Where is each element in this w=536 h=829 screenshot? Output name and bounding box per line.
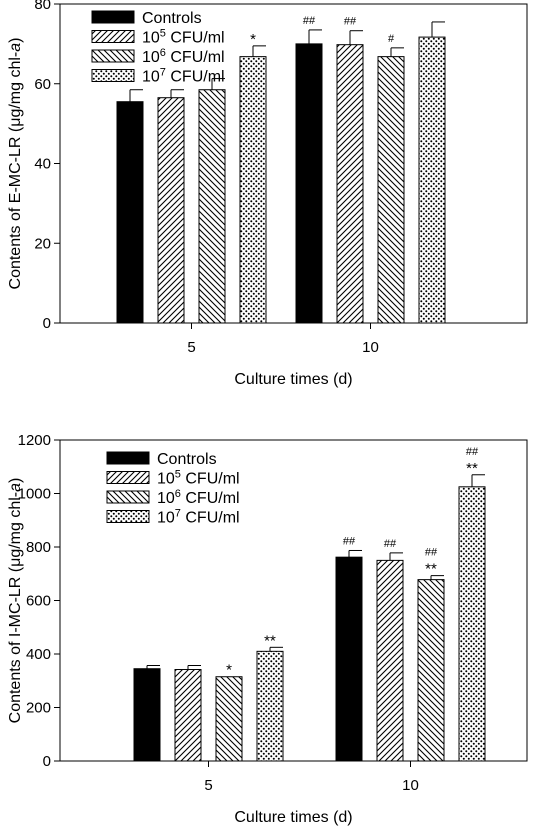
x-tick-label: 10 bbox=[362, 339, 379, 356]
legend-label: 106 CFU/ml bbox=[142, 47, 225, 66]
y-tick-label: 40 bbox=[34, 156, 51, 173]
legend-swatch bbox=[106, 490, 150, 504]
significance-label: ## bbox=[344, 16, 357, 28]
significance-label: * bbox=[226, 662, 232, 679]
significance-label: ## bbox=[343, 535, 356, 547]
bar bbox=[239, 56, 267, 324]
legend-swatch bbox=[106, 510, 150, 523]
x-tick-label: 10 bbox=[402, 777, 419, 794]
y-tick-label: 80 bbox=[34, 0, 51, 13]
legend-label: Controls bbox=[142, 10, 202, 27]
y-tick-label: 400 bbox=[26, 646, 51, 663]
significance-label: ## bbox=[425, 547, 438, 559]
significance-label: # bbox=[388, 33, 395, 45]
bar bbox=[295, 43, 323, 324]
legend-swatch bbox=[106, 451, 150, 465]
legend-swatch bbox=[106, 471, 150, 484]
y-tick-label: 1200 bbox=[18, 432, 51, 449]
x-tick-label: 5 bbox=[187, 339, 195, 356]
legend-label: Controls bbox=[157, 451, 217, 468]
x-axis-label: Culture times (d) bbox=[234, 371, 352, 388]
legend-swatch bbox=[91, 69, 135, 82]
y-axis-label: Contents of I-MC-LR (μg/mg chl-a) bbox=[7, 478, 24, 724]
bar bbox=[376, 559, 404, 762]
y-tick-label: 60 bbox=[34, 76, 51, 93]
y-tick-label: 0 bbox=[43, 753, 51, 770]
bar bbox=[417, 579, 445, 762]
significance-label: ## bbox=[384, 538, 397, 550]
significance-label: * bbox=[250, 31, 256, 48]
legend-label: 105 CFU/ml bbox=[142, 28, 225, 47]
significance-label: ** bbox=[425, 561, 437, 578]
y-axis-label: Contents of E-MC-LR (μg/mg chl-a) bbox=[7, 38, 24, 290]
bar bbox=[418, 36, 446, 324]
legend-label: 106 CFU/ml bbox=[157, 488, 240, 507]
bar bbox=[116, 101, 144, 324]
y-tick-label: 200 bbox=[26, 700, 51, 717]
bar bbox=[458, 486, 486, 762]
bar bbox=[198, 89, 226, 324]
bar bbox=[336, 44, 364, 324]
y-tick-label: 600 bbox=[26, 593, 51, 610]
chart-i-mc-lr: 0 200 400 600 800 1000 1200 5 10 ## ## * ## ** ** ## ** C… bbox=[7, 432, 528, 826]
legend-label: 107 CFU/ml bbox=[142, 67, 225, 86]
bar bbox=[215, 676, 243, 762]
x-axis-label: Culture times (d) bbox=[234, 809, 352, 826]
plot-frame bbox=[59, 439, 528, 762]
bar bbox=[377, 56, 405, 324]
bar bbox=[157, 97, 185, 324]
significance-label: ** bbox=[264, 632, 276, 649]
bar bbox=[256, 650, 284, 762]
significance-label: ## bbox=[303, 15, 316, 27]
bar bbox=[335, 556, 363, 762]
y-tick-label: 0 bbox=[43, 315, 51, 332]
legend-label: 105 CFU/ml bbox=[157, 469, 240, 488]
significance-label: ## bbox=[466, 446, 479, 458]
y-tick-label: 800 bbox=[26, 539, 51, 556]
y-tick-label: 20 bbox=[34, 235, 51, 252]
legend-swatch bbox=[91, 30, 135, 43]
x-tick-label: 5 bbox=[204, 777, 212, 794]
legend-swatch bbox=[91, 10, 135, 24]
bar bbox=[174, 669, 202, 762]
legend-swatch bbox=[91, 49, 135, 63]
significance-label: ** bbox=[466, 460, 478, 477]
legend-label: 107 CFU/ml bbox=[157, 508, 240, 527]
y-tick-label: 1000 bbox=[18, 486, 51, 503]
bar bbox=[133, 668, 161, 762]
